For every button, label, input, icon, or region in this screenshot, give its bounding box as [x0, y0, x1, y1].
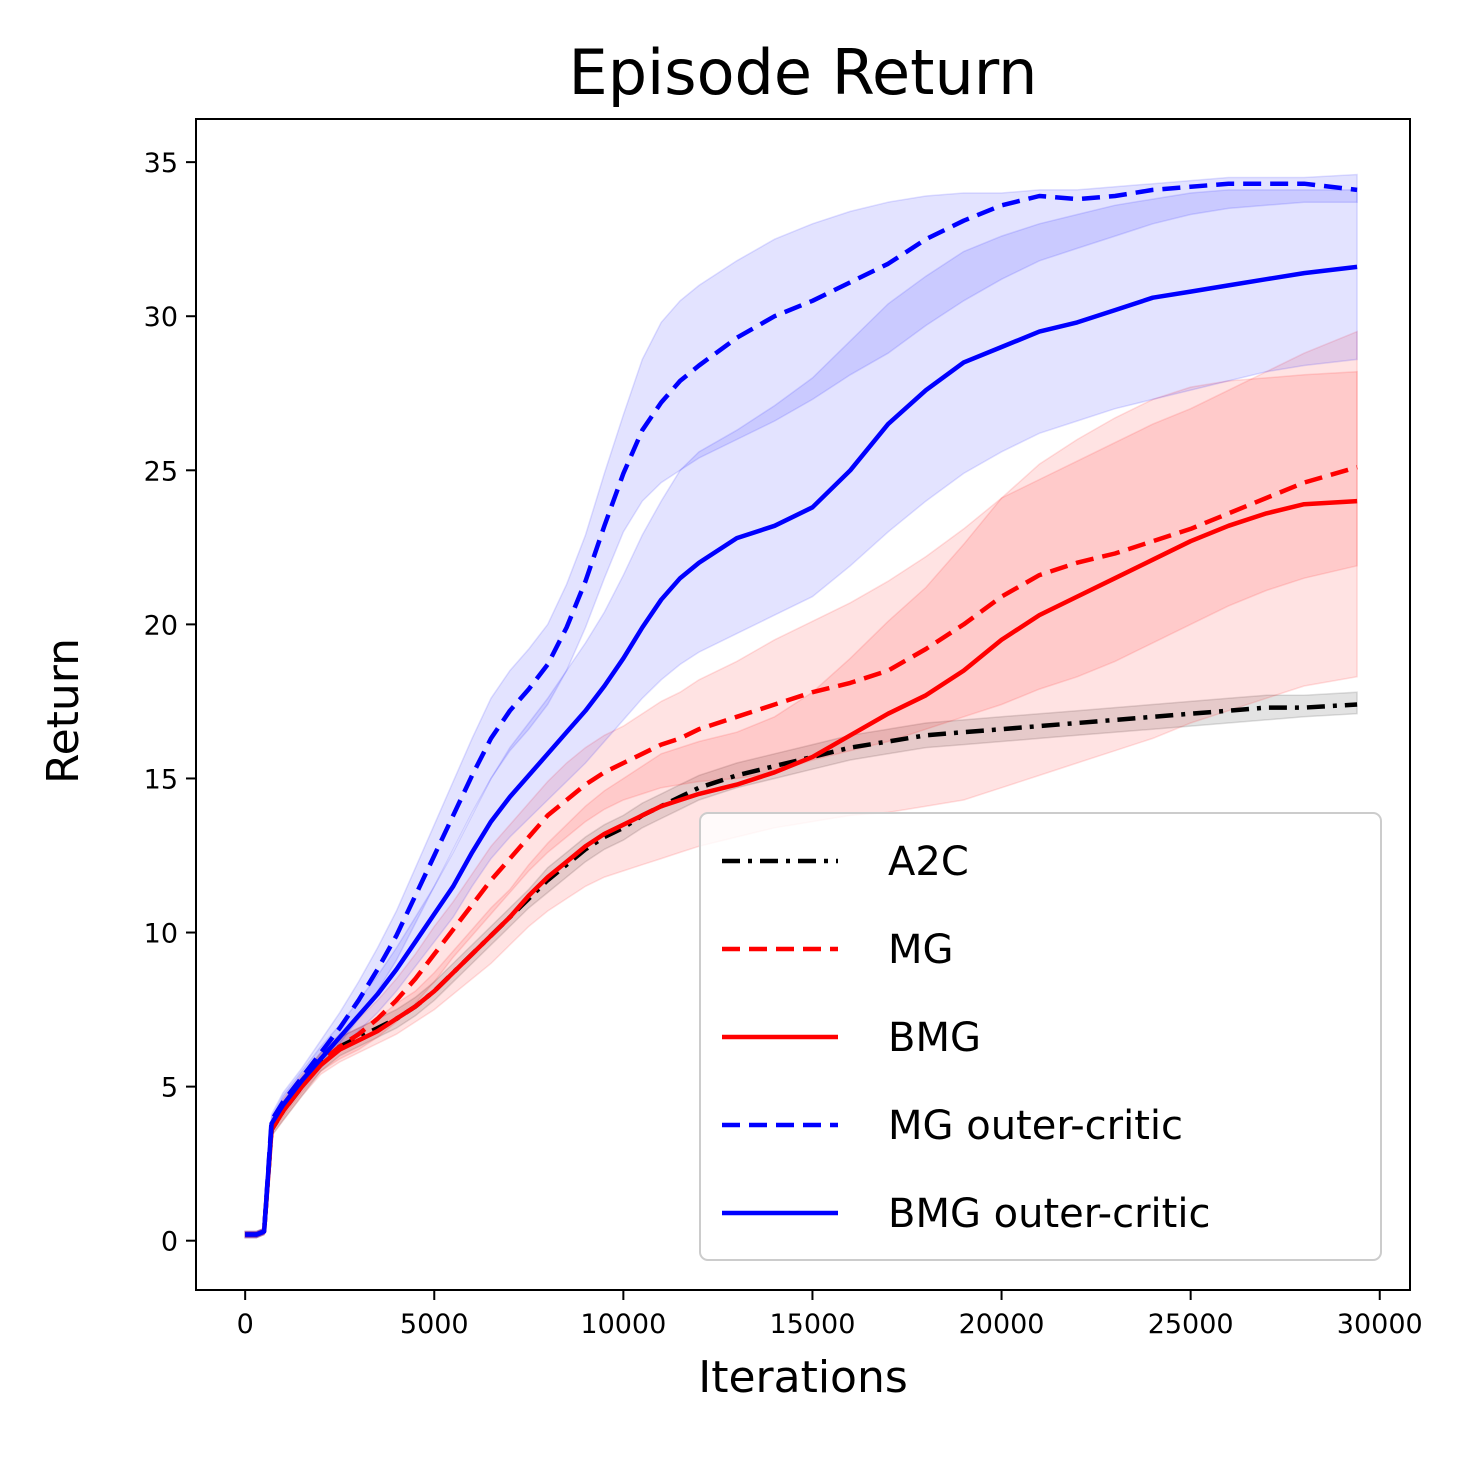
bmg-outer-critic-band: [244, 189, 1358, 1239]
mg-band: [244, 330, 1358, 1239]
y-axis: 0 5 10 15 20 25 30 35: [144, 148, 196, 1258]
a2c-band: [244, 691, 1358, 1239]
legend: A2C MG BMG MG outer-critic BMG outer-critic: [699, 812, 1382, 1261]
x-tick-label: 15000: [770, 1309, 856, 1340]
y-tick-label: 15: [144, 764, 178, 795]
y-axis-label: Return: [38, 638, 89, 784]
confidence-bands: [244, 173, 1358, 1239]
bmg-outer-critic-line: [245, 264, 1358, 1237]
chart-title: Episode Return: [569, 36, 1038, 109]
y-tick-label: 35: [144, 148, 178, 179]
y-tick-label: 0: [161, 1227, 178, 1258]
legend-label-mg-outer-critic: MG outer-critic: [888, 1103, 1183, 1149]
legend-label-mg: MG: [888, 927, 954, 973]
mg-outer-critic-line: [245, 181, 1358, 1237]
legend-box: [699, 812, 1382, 1261]
plot-area-frame: [195, 118, 1411, 1291]
y-tick-label: 10: [144, 919, 178, 950]
bmg-line: [245, 498, 1358, 1237]
y-tick-label: 25: [144, 456, 178, 487]
y-tick-label: 5: [161, 1073, 178, 1104]
x-axis-label: Iterations: [698, 1352, 908, 1403]
y-tick-label: 20: [144, 610, 178, 641]
x-tick-label: 0: [237, 1309, 254, 1340]
series-lines: [245, 181, 1358, 1237]
x-axis: 0 5000 10000 15000 20000 25000 30000: [237, 1290, 1423, 1340]
legend-label-a2c: A2C: [888, 839, 969, 885]
x-tick-label: 10000: [580, 1309, 666, 1340]
mg-outer-critic-band: [244, 173, 1358, 1239]
bmg-band: [244, 370, 1358, 1239]
y-tick-label: 30: [144, 302, 178, 333]
x-tick-label: 30000: [1337, 1309, 1423, 1340]
x-tick-label: 25000: [1148, 1309, 1234, 1340]
legend-label-bmg-outer-critic: BMG outer-critic: [888, 1191, 1210, 1237]
x-tick-label: 5000: [400, 1309, 469, 1340]
mg-line: [245, 465, 1358, 1237]
legend-label-bmg: BMG: [888, 1015, 981, 1061]
x-tick-label: 20000: [959, 1309, 1045, 1340]
